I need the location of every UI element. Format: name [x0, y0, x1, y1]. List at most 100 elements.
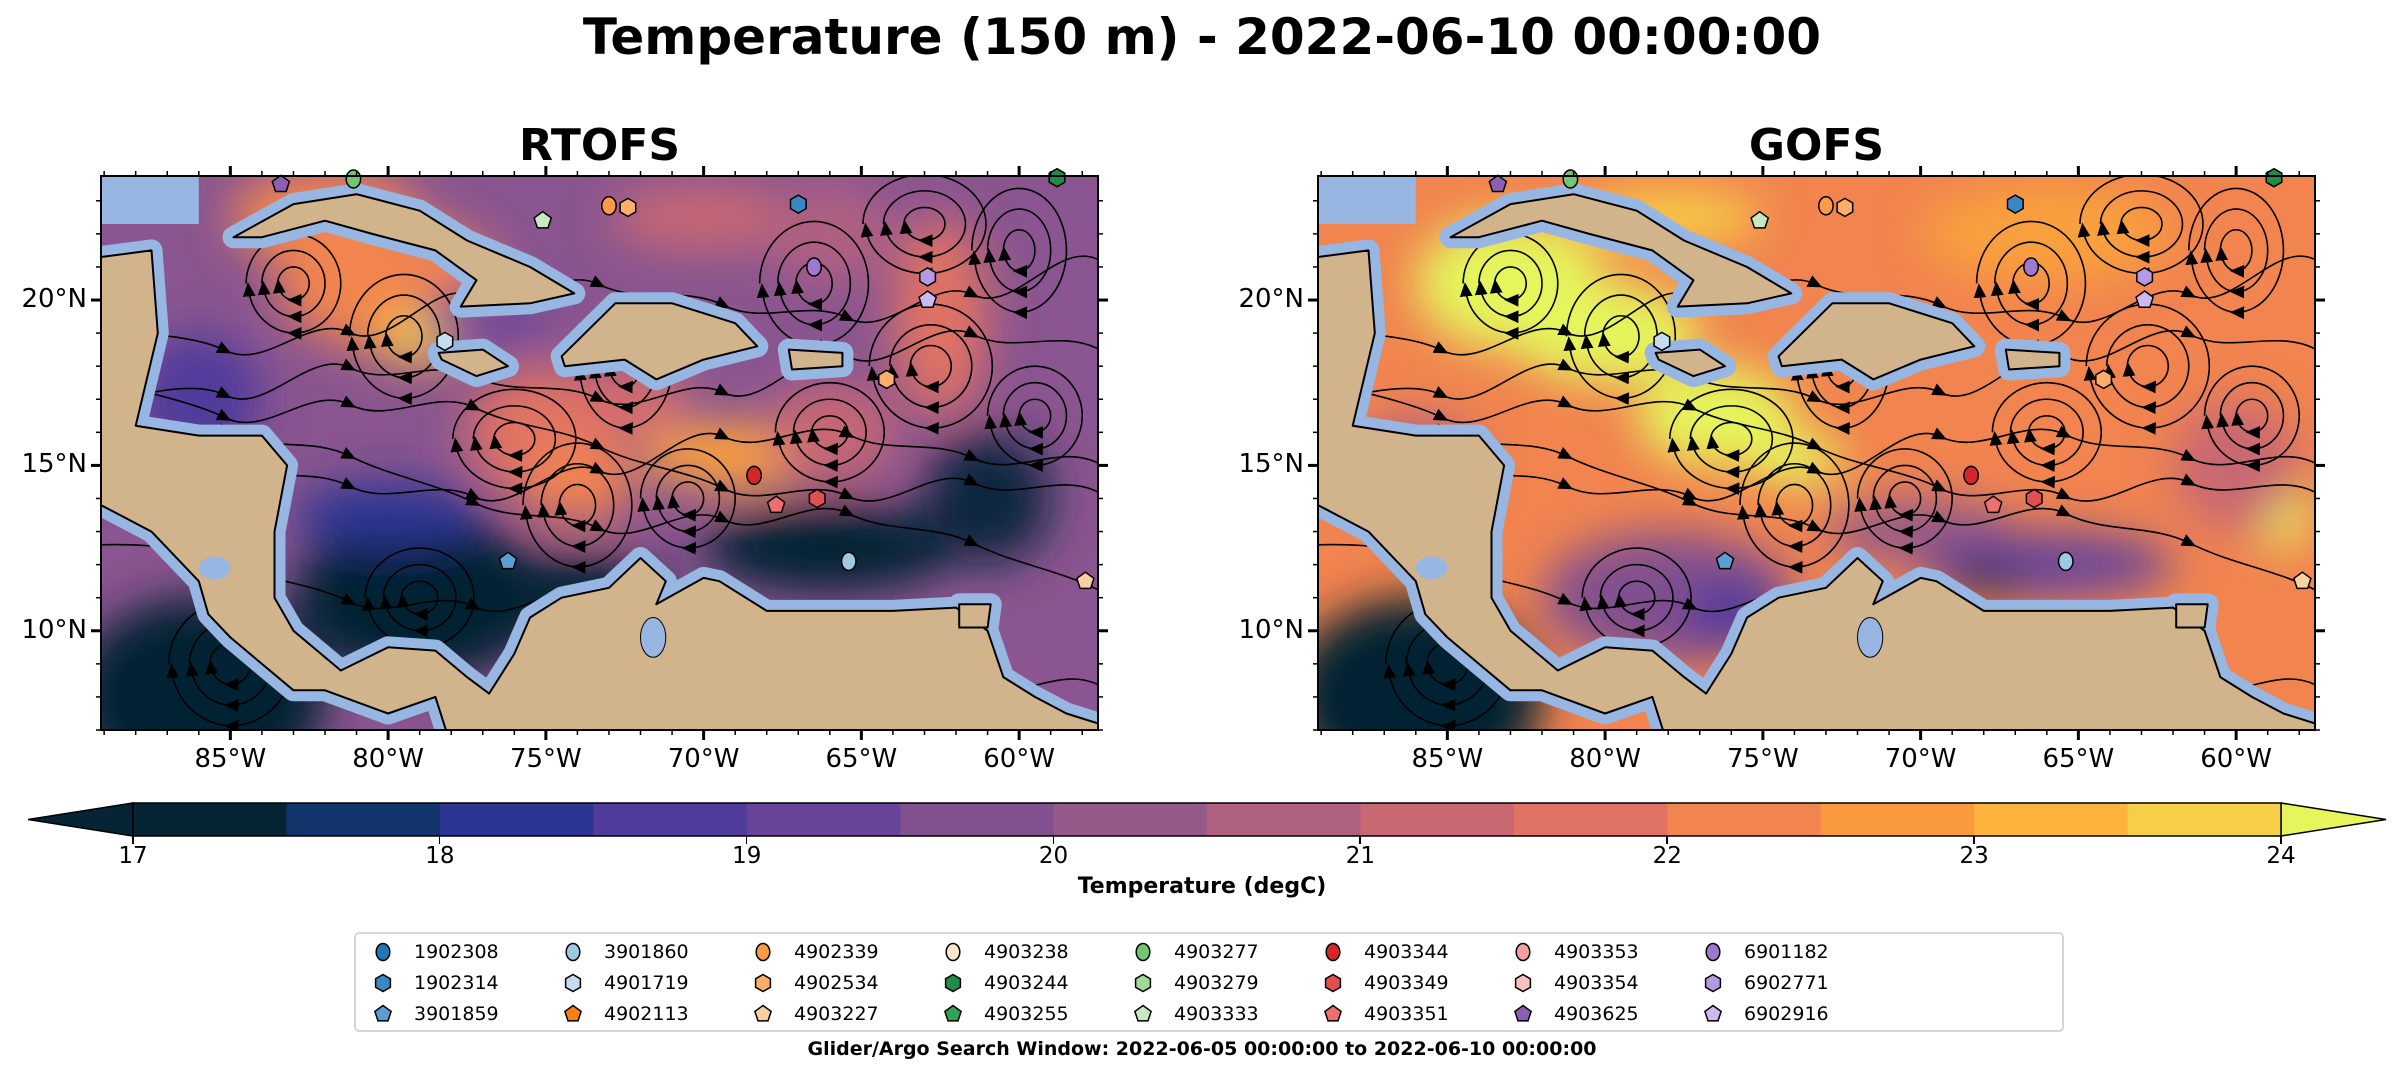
legend-item: 4903353 [1512, 939, 1639, 965]
legend-marker [755, 942, 771, 962]
hexagon-marker-icon [754, 973, 772, 993]
landmass [787, 348, 844, 371]
land [1318, 183, 2315, 730]
platform-marker-3901860 [2057, 551, 2074, 572]
legend-label: 4903344 [1364, 941, 1449, 963]
landmass [1318, 249, 2315, 730]
shallow-shelf [101, 176, 199, 224]
circle-marker-icon [945, 942, 961, 962]
legend-item: 4902534 [752, 970, 879, 996]
legend-item: 6901182 [1702, 939, 1829, 965]
legend-label: 1902314 [414, 972, 499, 994]
legend-item: 1902308 [372, 939, 499, 965]
circle-marker-icon [755, 942, 771, 962]
land [101, 183, 1098, 730]
colorbar-segment [1820, 803, 1975, 836]
colorbar-tick-label: 22 [1652, 843, 1682, 869]
rtofs-title: RTOFS [518, 120, 681, 171]
axis-ticks [1308, 166, 2325, 740]
platform-marker-6902916 [2135, 290, 2155, 309]
legend-marker [1134, 973, 1152, 993]
rtofs-map: 85°W 80°W 75°W 70°W 65°W 60°W 10°N 15°N 20°N [21, 166, 1108, 774]
colorbar-tick-mark [1359, 836, 1361, 844]
colorbar-tick-mark [438, 836, 441, 844]
legend-item: 4903279 [1132, 970, 1259, 996]
circle-marker-icon [565, 942, 581, 962]
landmass [2004, 348, 2061, 371]
hexagon-marker-icon [944, 973, 962, 993]
colorbar-frame [132, 802, 2282, 837]
landmass [437, 348, 509, 378]
legend-label: 1902308 [414, 941, 499, 963]
field-region [924, 432, 1051, 565]
hexagon-marker-icon [564, 973, 582, 993]
legend-marker [374, 973, 392, 993]
pentagon-marker-icon [1514, 1004, 1532, 1022]
lat-tick-label: 15°N [21, 449, 87, 480]
legend-item: 4903238 [942, 939, 1069, 965]
streamline [984, 365, 1083, 472]
figure-title: Temperature (150 m) - 2022-06-10 00:00:0… [582, 8, 1822, 66]
lat-tick-label: 15°N [1238, 449, 1304, 480]
landmass [1777, 302, 1976, 381]
legend-marker [1324, 973, 1342, 993]
lon-tick-label: 80°W [352, 744, 424, 774]
landmass [232, 193, 576, 308]
circle-marker-icon [375, 942, 391, 962]
colorbar-tick-label: 20 [1038, 843, 1069, 869]
hexagon-marker-icon [1514, 973, 1532, 993]
map-frame [100, 175, 1099, 731]
lon-tick-label: 75°W [1726, 744, 1799, 774]
colorbar-segment [286, 803, 441, 836]
platform-marker-3901859 [498, 551, 518, 570]
platform-marker-4903351 [1983, 495, 2003, 514]
legend-label: 4903277 [1174, 941, 1259, 963]
platform-marker-3901860 [840, 551, 857, 572]
colorbar-segment [1207, 803, 1361, 836]
colorbar-tick-mark [2280, 836, 2282, 844]
colorbar-tick-label: 18 [425, 843, 455, 869]
legend-marker [1135, 942, 1151, 962]
legend-label: 4903333 [1174, 1003, 1259, 1025]
field-region [892, 217, 988, 416]
lon-tick-label: 75°W [509, 744, 582, 774]
legend-marker [944, 973, 962, 993]
legend-item: 4902113 [562, 1001, 689, 1027]
pentagon-marker-icon [564, 1004, 582, 1022]
legend-label: 4902339 [794, 941, 879, 963]
platform-marker-4903625 [1488, 174, 1508, 193]
legend-item: 3901859 [372, 1001, 499, 1027]
pentagon-marker-icon [944, 1004, 962, 1022]
landmass [1449, 193, 1793, 308]
colorbar-segment [900, 803, 1055, 836]
legend-label: 4903625 [1554, 1003, 1639, 1025]
legend-marker [944, 1004, 962, 1022]
legend-label: 4901719 [604, 972, 689, 994]
colorbar-extend-max [2280, 802, 2387, 837]
platform-marker-4903244 [2265, 167, 2283, 188]
lon-tick-label: 65°W [2042, 744, 2115, 774]
streamline [860, 176, 987, 281]
legend-marker [374, 1004, 392, 1022]
platform-marker-4902339 [601, 196, 617, 216]
colorbar-segment [2127, 803, 2282, 836]
platform-marker-4903244 [1048, 167, 1066, 188]
legend-label: 4903238 [984, 941, 1069, 963]
legend-item: 4903349 [1322, 970, 1449, 996]
legend-item: 4902339 [752, 939, 879, 965]
platform-marker-6902771 [919, 267, 937, 287]
field-region [766, 382, 893, 482]
field-region [703, 505, 957, 592]
lat-tick-label: 10°N [1238, 614, 1304, 645]
legend-label: 4903351 [1364, 1003, 1449, 1025]
legend-label: 4903244 [984, 972, 1069, 994]
circle-marker-icon [1325, 942, 1341, 962]
lon-tick-label: 85°W [194, 744, 267, 774]
colorbar-tick-label: 21 [1345, 843, 1376, 869]
colorbar-tick-mark [1973, 836, 1975, 844]
lake-nicaragua [198, 556, 231, 580]
colorbar-segment [1053, 803, 1208, 836]
legend-item: 4903344 [1322, 939, 1449, 965]
legend-marker [1514, 973, 1532, 993]
platform-marker-4902339 [1818, 196, 1834, 216]
